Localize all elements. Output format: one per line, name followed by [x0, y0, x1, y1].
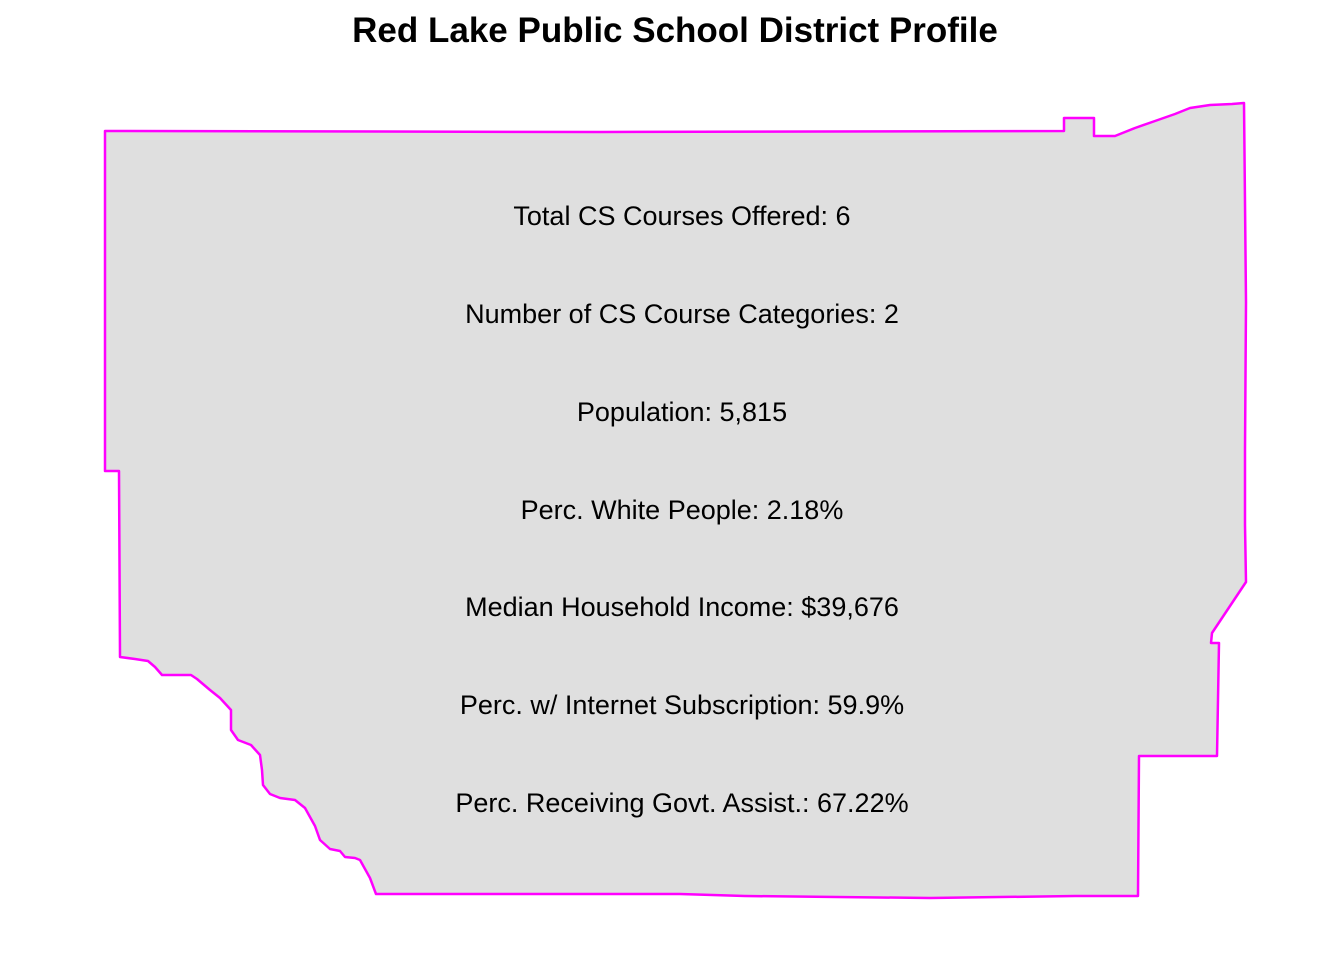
map-title: Red Lake Public School District Profile: [352, 11, 998, 50]
stat-population: Population: 5,815: [577, 397, 787, 427]
stat-cs-course-categories: Number of CS Course Categories: 2: [465, 299, 899, 329]
stat-internet-subscription: Perc. w/ Internet Subscription: 59.9%: [460, 690, 904, 720]
stat-median-income: Median Household Income: $39,676: [465, 592, 899, 622]
stat-perc-white: Perc. White People: 2.18%: [521, 495, 844, 525]
stat-govt-assistance: Perc. Receiving Govt. Assist.: 67.22%: [455, 788, 908, 818]
district-boundary: [103, 101, 1248, 900]
stat-total-cs-courses: Total CS Courses Offered: 6: [513, 201, 850, 231]
